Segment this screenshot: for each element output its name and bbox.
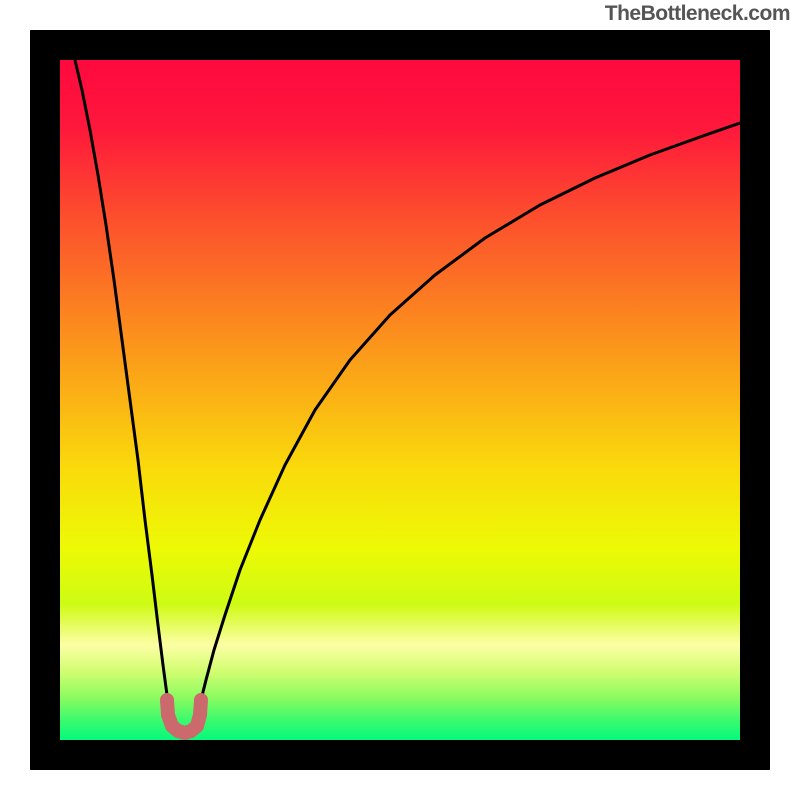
- chart-frame: [30, 30, 770, 770]
- curve-layer: [0, 0, 800, 800]
- watermark-text: TheBottleneck.com: [605, 2, 790, 26]
- chart-container: TheBottleneck.com: [0, 0, 800, 800]
